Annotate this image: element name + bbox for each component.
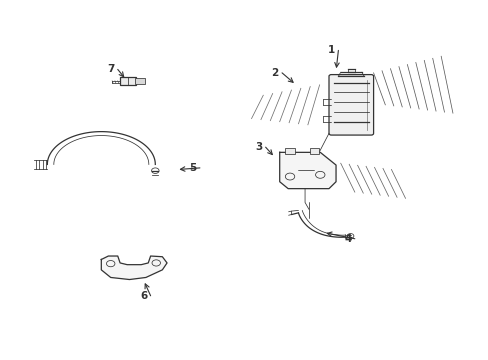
Text: 3: 3 [254, 142, 262, 152]
Text: 2: 2 [271, 68, 278, 78]
Text: 7: 7 [107, 64, 114, 75]
FancyBboxPatch shape [285, 148, 294, 154]
Text: 1: 1 [327, 45, 334, 55]
FancyBboxPatch shape [309, 148, 319, 154]
Polygon shape [279, 152, 335, 189]
Polygon shape [101, 256, 167, 279]
Text: 5: 5 [189, 163, 196, 173]
Text: 6: 6 [140, 291, 147, 301]
Text: 4: 4 [344, 234, 351, 244]
FancyBboxPatch shape [135, 78, 145, 84]
FancyBboxPatch shape [328, 75, 373, 135]
FancyBboxPatch shape [120, 77, 135, 85]
